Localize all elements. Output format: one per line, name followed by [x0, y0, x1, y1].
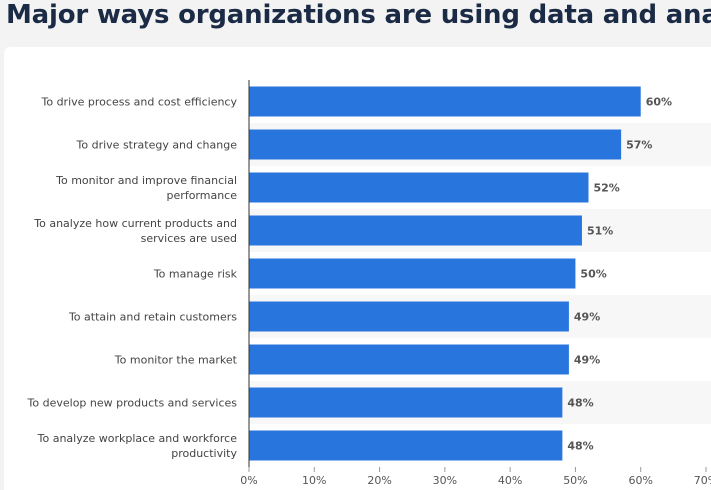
value-label: 60%: [646, 96, 672, 109]
category-label: To manage risk: [153, 267, 237, 280]
x-tick-label: 40%: [498, 474, 522, 487]
bar: [249, 301, 569, 332]
value-label: 49%: [574, 311, 600, 324]
category-label: To drive process and cost efficiency: [41, 95, 238, 108]
bar: [249, 258, 576, 289]
value-label: 49%: [574, 354, 600, 367]
x-tick-label: 70%: [694, 474, 711, 487]
value-label: 52%: [593, 182, 619, 195]
category-label: To develop new products and services: [27, 396, 237, 409]
x-tick-label: 0%: [240, 474, 257, 487]
bar: [249, 387, 563, 418]
category-label: To analyze how current products and serv…: [34, 216, 237, 245]
x-tick-label: 30%: [433, 474, 457, 487]
category-label: To monitor and improve financial perform…: [56, 173, 237, 202]
bar: [249, 430, 563, 461]
bar: [249, 129, 622, 160]
bar: [249, 86, 641, 117]
category-label: To monitor the market: [114, 353, 237, 366]
category-label: To attain and retain customers: [68, 310, 237, 323]
chart-title: Major ways organizations are using data …: [6, 0, 711, 30]
category-label: To drive strategy and change: [76, 138, 237, 151]
value-label: 51%: [587, 225, 613, 238]
bar: [249, 344, 569, 375]
value-label: 48%: [567, 440, 593, 453]
bar: [249, 215, 582, 246]
category-label: To analyze workplace and workforce produ…: [37, 431, 237, 460]
x-tick-label: 50%: [563, 474, 587, 487]
value-label: 57%: [626, 139, 652, 152]
value-label: 48%: [567, 397, 593, 410]
x-tick-label: 20%: [367, 474, 391, 487]
x-tick-label: 60%: [628, 474, 652, 487]
value-label: 50%: [580, 268, 606, 281]
x-tick-label: 10%: [302, 474, 326, 487]
bar: [249, 172, 589, 203]
